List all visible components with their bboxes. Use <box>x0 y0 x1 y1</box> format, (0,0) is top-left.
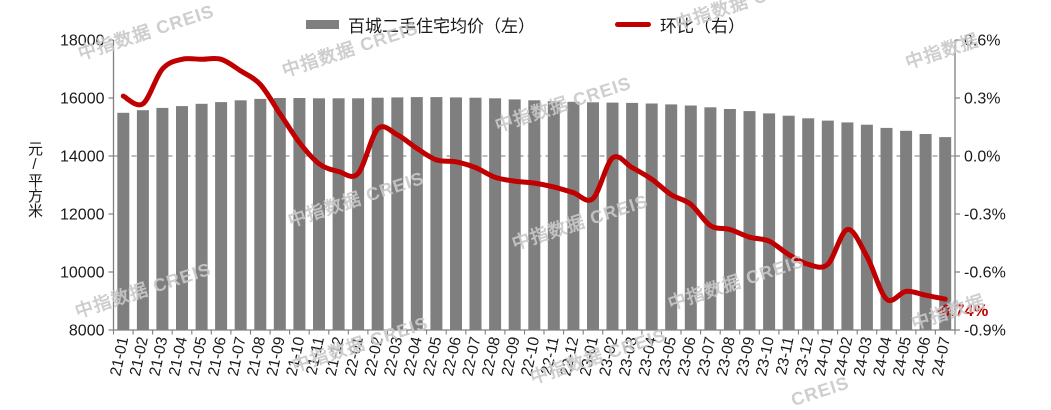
bar <box>352 98 365 330</box>
bar-series-label: 百城二手住宅均价（左） <box>348 17 535 36</box>
bar <box>743 111 756 330</box>
line-series-swatch <box>615 22 651 27</box>
left-tick-label: 16000 <box>60 91 105 108</box>
bar-series-swatch <box>306 20 339 29</box>
bar <box>587 102 599 330</box>
bar <box>626 102 639 331</box>
bar <box>332 98 345 330</box>
mom-annotation: -0.74% <box>936 302 989 320</box>
right-axis-labels: 0.6% 0.3% 0.0% -0.3% -0.6% -0.9% <box>955 33 1006 340</box>
bar <box>215 102 228 330</box>
bar <box>273 98 286 330</box>
legend-item-mom-line: 环比（右） <box>615 12 745 37</box>
right-tick-label: 0.0% <box>964 149 1000 166</box>
bar <box>176 106 188 330</box>
bar <box>156 107 169 331</box>
bar <box>508 99 521 331</box>
bar <box>723 109 736 330</box>
bar <box>136 110 149 330</box>
x-axis-labels: 21-0121-0221-0321-0421-0521-0621-0721-08… <box>107 335 954 378</box>
bar <box>234 100 247 330</box>
bar <box>254 98 267 331</box>
watermark-text: CREIS <box>789 373 852 410</box>
left-tick-label: 12000 <box>60 207 105 224</box>
bar <box>313 98 325 330</box>
right-tick-label: -0.9% <box>964 323 1006 340</box>
left-tick-label: 14000 <box>60 149 105 166</box>
chart-plot: 18000 16000 14000 12000 10000 8000 0.6% 0.3% 0.0… <box>60 33 1006 378</box>
left-axis-title: 元/平方米 <box>26 141 43 218</box>
bar <box>117 112 130 330</box>
mom-line <box>120 55 948 303</box>
left-axis-labels: 18000 16000 14000 12000 10000 8000 <box>60 33 114 340</box>
bar <box>919 134 932 330</box>
bar <box>469 97 482 330</box>
bar <box>547 101 560 330</box>
bar <box>880 127 893 331</box>
right-tick-label: 0.3% <box>964 91 1000 108</box>
bar <box>293 98 306 330</box>
bar <box>841 122 854 331</box>
bar <box>821 120 834 330</box>
bar <box>900 130 913 330</box>
left-tick-label: 10000 <box>60 265 105 282</box>
bar <box>704 107 717 330</box>
legend: 百城二手住宅均价（左） 环比（右） <box>0 12 1051 37</box>
watermark-text: 中指数据 CREIS <box>279 17 421 81</box>
bar <box>684 105 697 330</box>
right-tick-label: -0.3% <box>964 207 1006 224</box>
legend-item-price-bars: 百城二手住宅均价（左） <box>306 12 535 37</box>
bar <box>489 98 502 330</box>
bar <box>567 101 580 330</box>
bar <box>645 103 658 330</box>
watermark-text: 中指数据 CREIS <box>672 0 814 34</box>
bar <box>763 113 776 331</box>
left-tick-label: 18000 <box>60 33 105 50</box>
left-tick-label: 8000 <box>69 323 105 340</box>
right-tick-label: -0.6% <box>964 265 1006 282</box>
right-tick-label: 0.6% <box>964 33 1000 50</box>
x-axis-ticks <box>112 330 956 335</box>
bar <box>450 97 462 331</box>
bar <box>371 97 384 330</box>
price-bars <box>117 97 952 331</box>
bar <box>195 103 208 330</box>
bar <box>802 118 815 330</box>
bar <box>430 97 443 330</box>
line-series-label: 环比（右） <box>660 17 745 36</box>
bar <box>410 97 423 330</box>
bar <box>665 104 678 331</box>
watermark-text: 中指数据 <box>903 29 982 72</box>
bar <box>939 137 952 330</box>
bar <box>860 124 873 330</box>
bar <box>782 115 795 330</box>
bar <box>528 100 541 330</box>
bar <box>391 97 404 331</box>
